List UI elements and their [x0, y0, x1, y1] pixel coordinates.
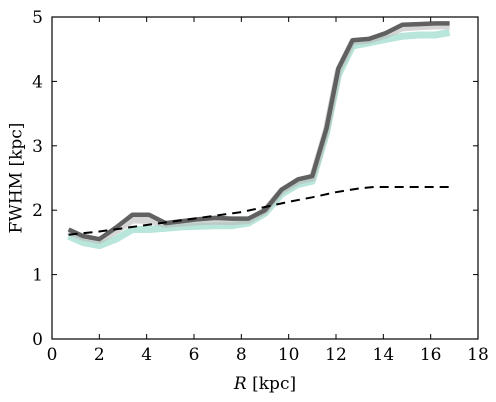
- x-tick-label: 14: [373, 345, 395, 365]
- series-line-main: [67, 21, 450, 242]
- y-tick-label: 5: [32, 8, 43, 28]
- x-axis-label: R [kpc]: [233, 374, 296, 394]
- y-tick-label: 4: [32, 72, 43, 92]
- x-tick-label: 4: [141, 345, 152, 365]
- x-tick-label: 0: [47, 345, 58, 365]
- x-tick-label: 18: [467, 345, 489, 365]
- x-tick-label: 2: [94, 345, 105, 365]
- y-axis-label: FWHM [kpc]: [7, 123, 27, 234]
- plot-frame: [51, 16, 479, 340]
- y-tick-label: 2: [32, 201, 43, 221]
- x-axis-label-italic: R: [233, 374, 247, 394]
- series-line-band-grey: [67, 22, 450, 244]
- y-tick-label: 3: [32, 137, 43, 157]
- x-tick-label: 6: [189, 345, 200, 365]
- x-tick-label: 12: [325, 345, 347, 365]
- y-tick-label: 0: [32, 330, 43, 350]
- series-line-dashed: [68, 186, 450, 236]
- x-tick-label: 8: [236, 345, 247, 365]
- y-tick-label: 1: [32, 266, 43, 286]
- x-tick-label: 10: [278, 345, 300, 365]
- series-layer: [67, 21, 451, 250]
- x-tick-label: 16: [420, 345, 442, 365]
- x-axis-label-unit: [kpc]: [247, 374, 296, 394]
